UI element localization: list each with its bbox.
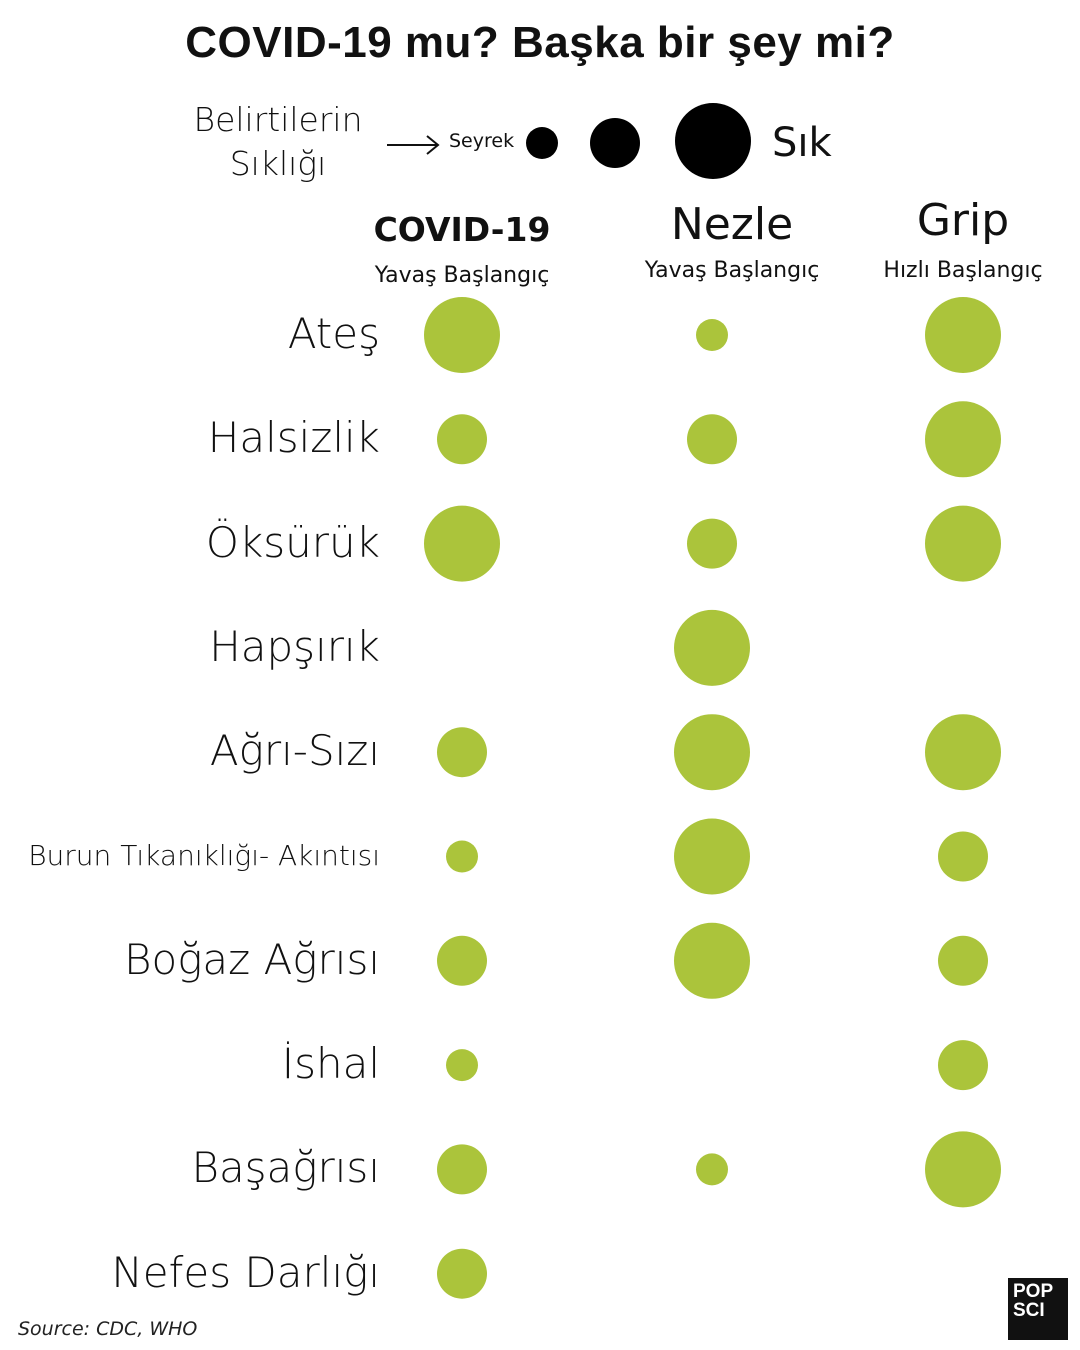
symptom-dot	[424, 505, 500, 582]
source-note: Source: CDC, WHO	[18, 1318, 198, 1340]
symptom-dot	[437, 414, 487, 465]
column-header-flu: Grip Hızlı Başlangıç	[833, 196, 1080, 286]
symptom-dot	[674, 609, 750, 686]
column-header-cold: Nezle Yavaş Başlangıç	[602, 200, 862, 286]
chart-title: COVID-19 mu? Başka bir şey mi?	[185, 18, 895, 67]
symptom-dot	[674, 714, 750, 791]
legend-dot-large	[675, 103, 751, 179]
symptom-dot	[446, 1049, 478, 1082]
column-subtitle: Yavaş Başlangıç	[374, 263, 550, 288]
column-header-covid: COVID-19 Yavaş Başlangıç	[332, 205, 592, 291]
legend-label-line2: Sıklığı	[229, 144, 327, 183]
column-name: Grip	[916, 195, 1010, 246]
symptom-dot	[696, 319, 728, 351]
column-name: COVID-19	[373, 210, 551, 249]
symptom-dot	[696, 1153, 728, 1186]
arrow-right-icon	[387, 135, 440, 155]
symptom-label: Nefes Darlığı	[111, 1247, 380, 1297]
symptom-dot	[674, 922, 750, 999]
legend-label: Belirtilerin Sıklığı	[178, 98, 378, 186]
symptom-dot	[446, 840, 478, 873]
symptom-dot	[925, 401, 1001, 478]
symptom-label: Öksürük	[205, 517, 380, 567]
symptom-label: Başağrısı	[191, 1143, 380, 1193]
symptom-dot	[437, 1248, 487, 1299]
symptom-dot	[938, 935, 988, 986]
symptom-dot	[437, 727, 487, 778]
symptom-dot	[674, 818, 750, 895]
legend-label-line1: Belirtilerin	[193, 100, 363, 139]
popsci-logo: POP SCI	[1008, 1278, 1068, 1340]
symptom-dot	[925, 714, 1001, 791]
column-subtitle: Yavaş Başlangıç	[644, 258, 820, 283]
symptom-dot	[925, 297, 1001, 373]
symptom-dot	[424, 297, 500, 373]
symptom-dot	[687, 518, 737, 569]
symptom-dot	[925, 505, 1001, 582]
legend-frequent-label: Sık	[772, 120, 832, 166]
legend-dot-small	[526, 127, 558, 159]
symptom-dot	[925, 1131, 1001, 1208]
symptom-label: Burun Tıkanıklığı- Akıntısı	[28, 839, 380, 873]
symptom-label: İshal	[281, 1039, 380, 1089]
legend-dot-medium	[590, 118, 640, 168]
symptom-label: Ağrı-Sızı	[209, 726, 380, 776]
column-name: Nezle	[670, 199, 794, 250]
column-subtitle: Hızlı Başlangıç	[883, 258, 1043, 283]
symptom-dot	[437, 935, 487, 986]
symptom-label: Halsizlik	[207, 413, 380, 463]
symptom-dot	[938, 1040, 988, 1091]
symptom-label: Ateş	[287, 308, 380, 358]
symptom-dot	[938, 831, 988, 882]
symptom-label: Boğaz Ağrısı	[124, 934, 380, 984]
symptom-label: Hapşırık	[209, 621, 380, 671]
symptom-dot	[437, 1144, 487, 1195]
legend-rare-label: Seyrek	[449, 130, 515, 152]
symptom-dot	[687, 414, 737, 465]
